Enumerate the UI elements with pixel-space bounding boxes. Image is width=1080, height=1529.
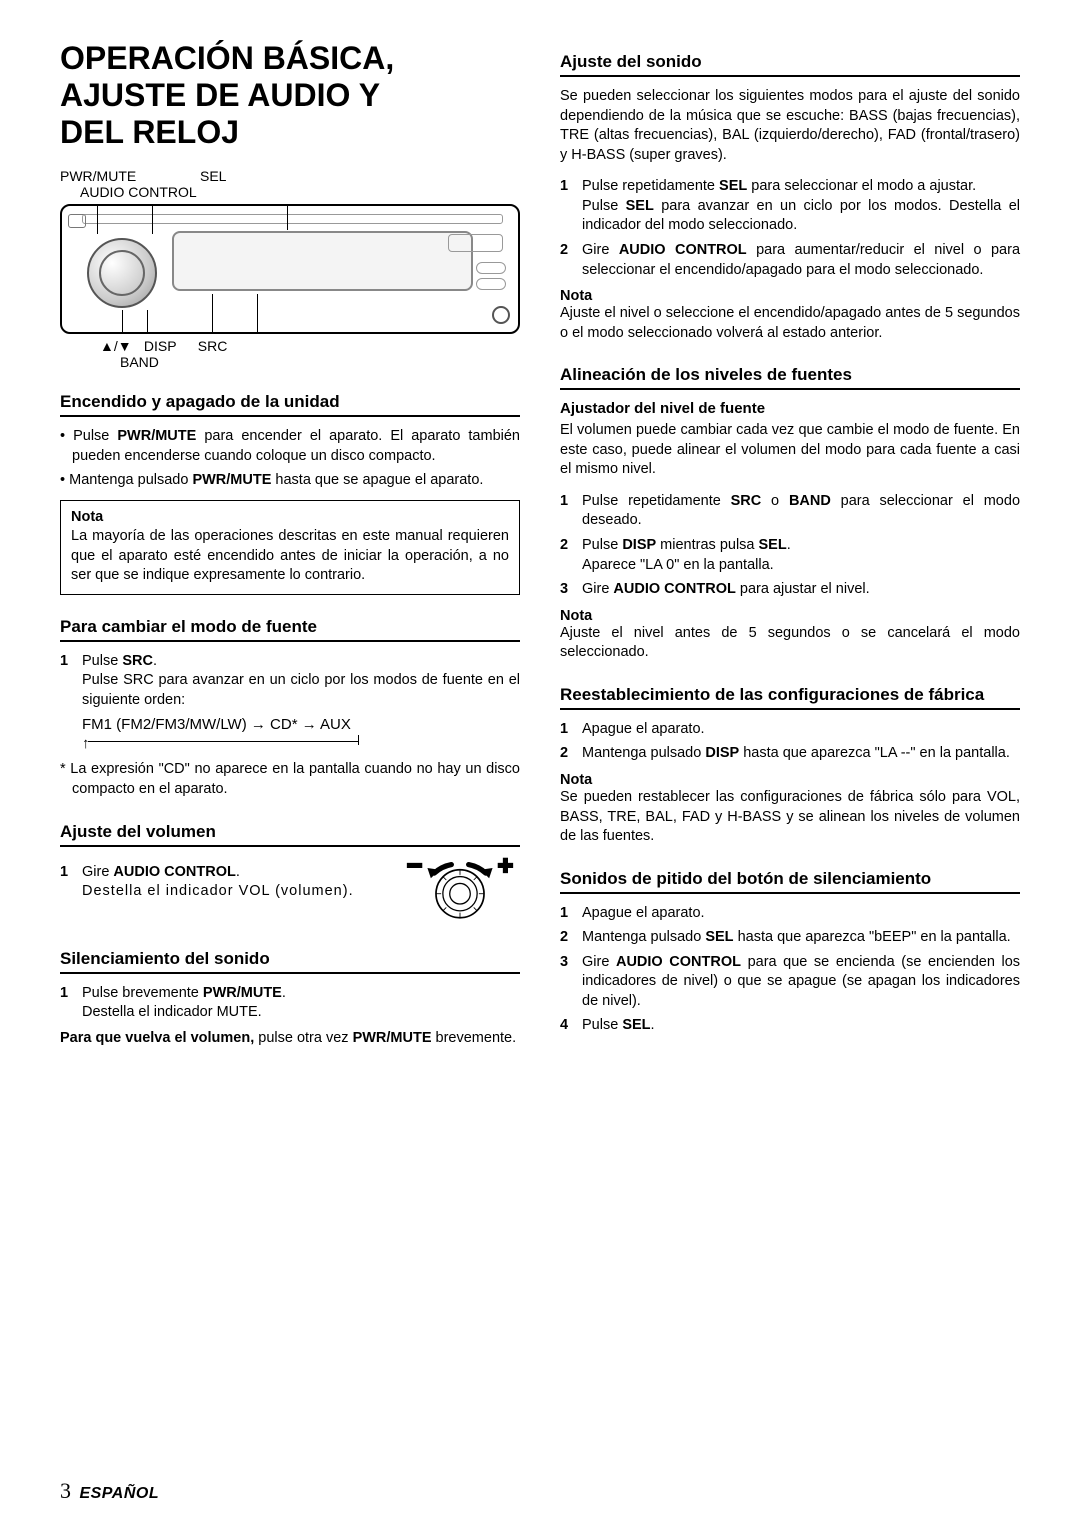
alineacion-step-2: Pulse DISP mientras pulsa SEL. Aparece "… [560,536,1020,575]
volumen-step1a: Gire AUDIO CONTROL. [82,864,240,880]
label-disp: DISP [144,338,194,354]
modo-fuente-step1a: Pulse SRC. [82,653,157,669]
encendido-note-box: Nota La mayoría de las operaciones descr… [60,500,520,595]
sonido-steps: Pulse repetidamente SEL para seleccionar… [560,177,1020,280]
volume-knob-icon [400,857,520,927]
modo-fuente-step-1: Pulse SRC. Pulse SRC para avanzar en un … [60,652,520,711]
alineacion-note-text: Ajuste el nivel antes de 5 segundos o se… [560,624,1020,663]
sonido-note: Nota Ajuste el nivel o seleccione el enc… [560,288,1020,343]
source-cycle: FM1 (FM2/FM3/MW/LW) → CD* → AUX [82,716,520,733]
sonido-intro: Se pueden seleccionar los siguientes mod… [560,87,1020,165]
reset-step-1: Apague el aparato. [560,720,1020,740]
title-line-1: OPERACIÓN BÁSICA, [60,40,394,76]
modo-fuente-steps: Pulse SRC. Pulse SRC para avanzar en un … [60,652,520,711]
sonido-note-text: Ajuste el nivel o seleccione el encendid… [560,304,1020,343]
pitido-step-3: Gire AUDIO CONTROL para que se encienda … [560,953,1020,1012]
silenciamiento-step-1: Pulse brevemente PWR/MUTE. Destella el i… [60,984,520,1023]
sonido-step-2: Gire AUDIO CONTROL para aumentar/reducir… [560,241,1020,280]
encendido-bullet-2: Mantenga pulsado PWR/MUTE hasta que se a… [60,471,520,491]
label-arrows: ▲/▼ [100,338,140,354]
page-footer: 3 ESPAÑOL [60,1478,159,1504]
heading-pitido: Sonidos de pitido del botón de silenciam… [560,869,1020,894]
heading-modo-fuente: Para cambiar el modo de fuente [60,617,520,642]
alineacion-subhead: Ajustador del nivel de fuente [560,400,1020,417]
diagram-top-labels: PWR/MUTE SEL AUDIO CONTROL [60,168,520,200]
alineacion-note: Nota Ajuste el nivel antes de 5 segundos… [560,608,1020,663]
volumen-step1b: Destella el indicador VOL (volumen). [82,883,354,899]
heading-alineacion: Alineación de los niveles de fuentes [560,365,1020,390]
reset-note-label: Nota [560,772,1020,788]
radio-diagram [60,204,520,334]
page-number: 3 [60,1478,71,1503]
alineacion-step-1: Pulse repetidamente SRC o BAND para sele… [560,492,1020,531]
alineacion-intro: El volumen puede cambiar cada vez que ca… [560,421,1020,480]
label-band: BAND [120,354,159,370]
pitido-step-1: Apague el aparato. [560,904,1020,924]
reset-note: Nota Se pueden restablecer las configura… [560,772,1020,847]
label-src: SRC [198,338,228,354]
alineacion-note-label: Nota [560,608,1020,624]
reset-step-2: Mantenga pulsado DISP hasta que aparezca… [560,744,1020,764]
modo-fuente-footnote: * La expresión "CD" no aparece en la pan… [60,760,520,799]
heading-silenciamiento: Silenciamiento del sonido [60,949,520,974]
label-audio-control: AUDIO CONTROL [80,184,197,200]
heading-encendido: Encendido y apagado de la unidad [60,392,520,417]
silenciamiento-steps: Pulse brevemente PWR/MUTE. Destella el i… [60,984,520,1023]
title-line-2: AJUSTE DE AUDIO Y [60,77,380,113]
modo-fuente-step1b: Pulse SRC para avanzar en un ciclo por l… [82,672,520,708]
silenciamiento-step1b: Destella el indicador MUTE. [82,1004,262,1020]
reset-note-text: Se pueden restablecer las configuracione… [560,788,1020,847]
alineacion-step2a: Pulse DISP mientras pulsa SEL. [582,537,791,553]
alineacion-steps: Pulse repetidamente SRC o BAND para sele… [560,492,1020,600]
label-pwr-mute: PWR/MUTE [60,168,200,184]
reset-steps: Apague el aparato. Mantenga pulsado DISP… [560,720,1020,764]
encendido-bullets: Pulse PWR/MUTE para encender el aparato.… [60,427,520,490]
pitido-steps: Apague el aparato. Mantenga pulsado SEL … [560,904,1020,1036]
volumen-step-1: Gire AUDIO CONTROL. Destella el indicado… [60,863,390,902]
heading-reset: Reestablecimiento de las configuraciones… [560,685,1020,710]
heading-volumen: Ajuste del volumen [60,822,520,847]
sonido-step-1: Pulse repetidamente SEL para seleccionar… [560,177,1020,236]
page-title: OPERACIÓN BÁSICA, AJUSTE DE AUDIO Y DEL … [60,40,520,150]
heading-sonido: Ajuste del sonido [560,52,1020,77]
pitido-step-2: Mantenga pulsado SEL hasta que aparezca … [560,928,1020,948]
pitido-step-4: Pulse SEL. [560,1016,1020,1036]
diagram-bottom-labels: ▲/▼ DISP SRC BAND [60,338,520,370]
sonido-step1a: Pulse repetidamente SEL para seleccionar… [582,178,976,194]
encendido-bullet-1: Pulse PWR/MUTE para encender el aparato.… [60,427,520,466]
label-sel: SEL [200,168,226,184]
volumen-steps: Gire AUDIO CONTROL. Destella el indicado… [60,863,390,902]
alineacion-step2b: Aparece "LA 0" en la pantalla. [582,557,774,573]
encendido-note-label: Nota [71,509,509,525]
silenciamiento-after: Para que vuelva el volumen, pulse otra v… [60,1029,520,1049]
title-line-3: DEL RELOJ [60,114,239,150]
encendido-note-text: La mayoría de las operaciones descritas … [71,527,509,586]
page-language: ESPAÑOL [79,1485,159,1502]
alineacion-step-3: Gire AUDIO CONTROL para ajustar el nivel… [560,580,1020,600]
sonido-step1b: Pulse SEL para avanzar en un ciclo por l… [582,198,1020,234]
silenciamiento-step1a: Pulse brevemente PWR/MUTE. [82,985,286,1001]
source-cycle-loop: ↑ [82,735,520,752]
sonido-note-label: Nota [560,288,1020,304]
